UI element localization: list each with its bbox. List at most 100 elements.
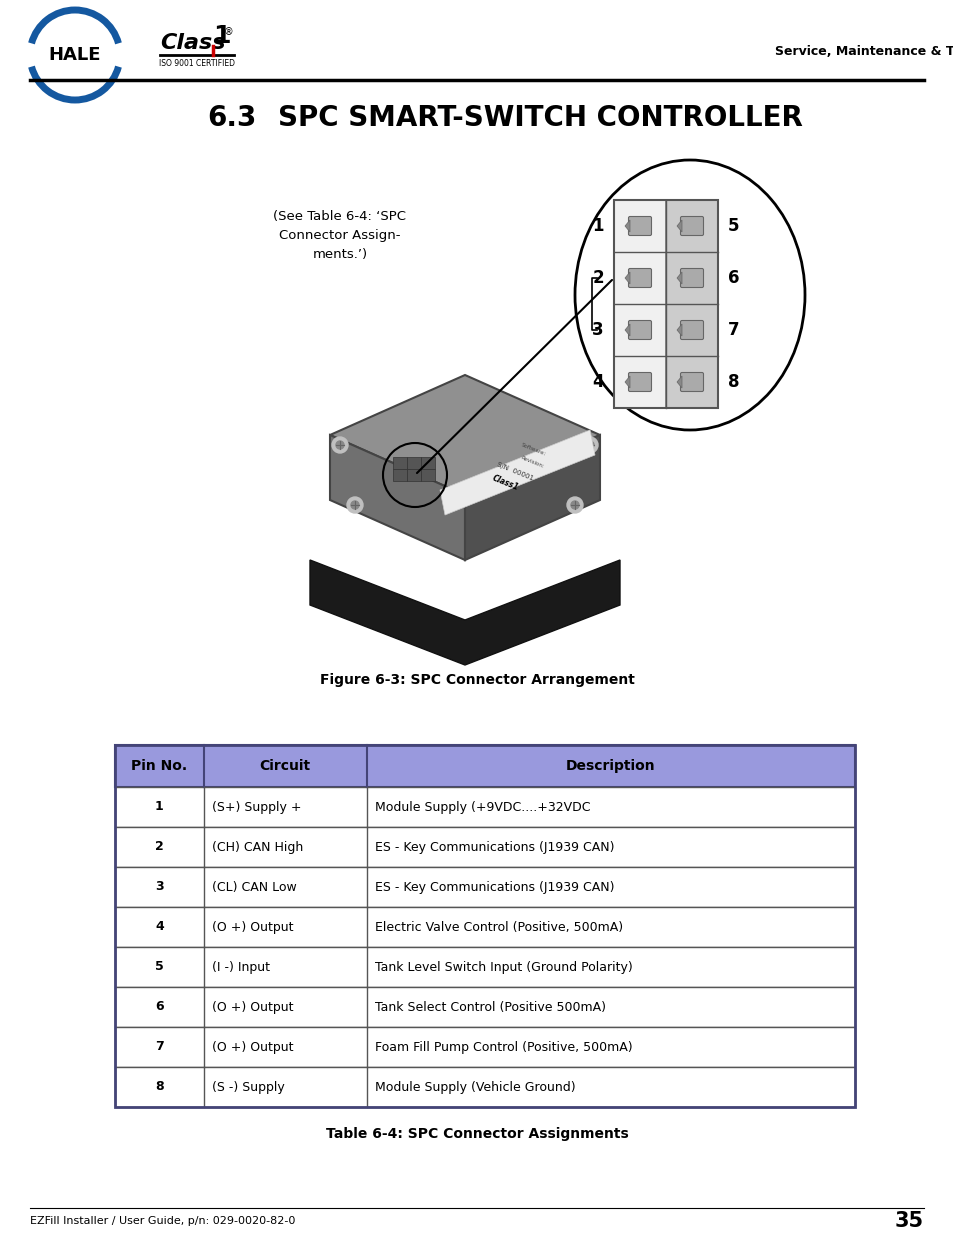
Text: 6: 6 bbox=[727, 269, 739, 287]
Bar bbox=[115, 987, 854, 1028]
Text: (S -) Supply: (S -) Supply bbox=[212, 1081, 284, 1093]
Text: (See Table 6-4: ‘SPC
Connector Assign-
ments.’): (See Table 6-4: ‘SPC Connector Assign- m… bbox=[274, 210, 406, 261]
Bar bbox=[393, 469, 407, 480]
Text: Description: Description bbox=[565, 760, 655, 773]
Text: 2: 2 bbox=[592, 269, 603, 287]
Text: Foam Fill Pump Control (Positive, 500mA): Foam Fill Pump Control (Positive, 500mA) bbox=[375, 1041, 632, 1053]
Circle shape bbox=[332, 437, 348, 453]
Bar bbox=[420, 469, 435, 480]
Text: ISO 9001 CERTIFIED: ISO 9001 CERTIFIED bbox=[159, 58, 234, 68]
Text: 6.3: 6.3 bbox=[207, 104, 256, 132]
Text: 3: 3 bbox=[592, 321, 603, 338]
Text: Software:: Software: bbox=[519, 443, 546, 457]
Text: 7: 7 bbox=[727, 321, 739, 338]
Text: 7: 7 bbox=[154, 1041, 164, 1053]
Text: 3: 3 bbox=[155, 881, 164, 893]
Circle shape bbox=[581, 437, 598, 453]
Text: 8: 8 bbox=[727, 373, 739, 391]
Text: Service, Maintenance & Troubleshooting  ☐: Service, Maintenance & Troubleshooting ☐ bbox=[774, 46, 953, 58]
Polygon shape bbox=[330, 435, 464, 559]
FancyBboxPatch shape bbox=[628, 268, 651, 288]
Text: Circuit: Circuit bbox=[259, 760, 311, 773]
Text: 1: 1 bbox=[154, 800, 164, 814]
Polygon shape bbox=[624, 272, 629, 284]
Circle shape bbox=[351, 501, 358, 509]
Bar bbox=[614, 200, 718, 408]
Text: S/N  00001: S/N 00001 bbox=[496, 462, 534, 482]
Text: SPC SMART-SWITCH CONTROLLER: SPC SMART-SWITCH CONTROLLER bbox=[277, 104, 802, 132]
Text: (S+) Supply +: (S+) Supply + bbox=[212, 800, 301, 814]
FancyBboxPatch shape bbox=[679, 373, 702, 391]
FancyBboxPatch shape bbox=[628, 321, 651, 340]
FancyBboxPatch shape bbox=[679, 321, 702, 340]
Bar bbox=[115, 745, 854, 787]
Polygon shape bbox=[677, 375, 681, 388]
Text: Class: Class bbox=[160, 33, 225, 53]
Polygon shape bbox=[439, 430, 595, 515]
Bar bbox=[115, 867, 854, 906]
Text: 4: 4 bbox=[154, 920, 164, 934]
Bar bbox=[115, 745, 854, 1107]
Bar bbox=[407, 457, 420, 469]
Polygon shape bbox=[624, 375, 629, 388]
Text: EZFill Installer / User Guide, p/n: 029-0020-82-0: EZFill Installer / User Guide, p/n: 029-… bbox=[30, 1216, 295, 1226]
Polygon shape bbox=[677, 272, 681, 284]
Text: (O +) Output: (O +) Output bbox=[212, 1041, 293, 1053]
Text: (O +) Output: (O +) Output bbox=[212, 920, 293, 934]
Text: 35: 35 bbox=[894, 1212, 923, 1231]
Polygon shape bbox=[310, 559, 619, 664]
Text: (CL) CAN Low: (CL) CAN Low bbox=[212, 881, 296, 893]
Text: ES - Key Communications (J1939 CAN): ES - Key Communications (J1939 CAN) bbox=[375, 841, 614, 853]
Text: (CH) CAN High: (CH) CAN High bbox=[212, 841, 303, 853]
Text: 2: 2 bbox=[154, 841, 164, 853]
Text: Tank Level Switch Input (Ground Polarity): Tank Level Switch Input (Ground Polarity… bbox=[375, 961, 632, 973]
Bar bbox=[665, 200, 718, 408]
Text: 1: 1 bbox=[592, 217, 603, 235]
Text: Tank Select Control (Positive 500mA): Tank Select Control (Positive 500mA) bbox=[375, 1000, 605, 1014]
Text: 1: 1 bbox=[213, 23, 231, 48]
Text: HALE: HALE bbox=[49, 46, 101, 64]
Circle shape bbox=[571, 501, 578, 509]
Circle shape bbox=[566, 496, 582, 513]
Text: Table 6-4: SPC Connector Assignments: Table 6-4: SPC Connector Assignments bbox=[325, 1128, 628, 1141]
Text: 4: 4 bbox=[592, 373, 603, 391]
Text: Revision:: Revision: bbox=[519, 454, 544, 469]
Bar bbox=[393, 457, 407, 469]
Bar bbox=[614, 200, 665, 408]
Text: 5: 5 bbox=[727, 217, 739, 235]
Circle shape bbox=[347, 496, 363, 513]
Polygon shape bbox=[677, 324, 681, 336]
Polygon shape bbox=[464, 435, 599, 559]
Bar bbox=[115, 1028, 854, 1067]
Text: Module Supply (Vehicle Ground): Module Supply (Vehicle Ground) bbox=[375, 1081, 575, 1093]
Text: Module Supply (+9VDC....+32VDC: Module Supply (+9VDC....+32VDC bbox=[375, 800, 590, 814]
Text: Figure 6-3: SPC Connector Arrangement: Figure 6-3: SPC Connector Arrangement bbox=[319, 673, 634, 687]
Bar bbox=[115, 827, 854, 867]
Bar bbox=[115, 906, 854, 947]
Text: (O +) Output: (O +) Output bbox=[212, 1000, 293, 1014]
Bar bbox=[420, 457, 435, 469]
Text: Electric Valve Control (Positive, 500mA): Electric Valve Control (Positive, 500mA) bbox=[375, 920, 622, 934]
Text: 5: 5 bbox=[154, 961, 164, 973]
Text: ®: ® bbox=[224, 27, 233, 37]
Polygon shape bbox=[330, 375, 599, 495]
FancyBboxPatch shape bbox=[628, 373, 651, 391]
Circle shape bbox=[585, 441, 594, 450]
Text: (I -) Input: (I -) Input bbox=[212, 961, 270, 973]
Ellipse shape bbox=[575, 161, 804, 430]
Polygon shape bbox=[624, 324, 629, 336]
FancyBboxPatch shape bbox=[679, 216, 702, 236]
Bar bbox=[407, 469, 420, 480]
Text: Pin No.: Pin No. bbox=[132, 760, 188, 773]
Bar bbox=[115, 947, 854, 987]
FancyBboxPatch shape bbox=[679, 268, 702, 288]
Text: 8: 8 bbox=[155, 1081, 164, 1093]
Text: 6: 6 bbox=[155, 1000, 164, 1014]
Bar bbox=[115, 1067, 854, 1107]
Text: ES - Key Communications (J1939 CAN): ES - Key Communications (J1939 CAN) bbox=[375, 881, 614, 893]
FancyBboxPatch shape bbox=[628, 216, 651, 236]
Polygon shape bbox=[624, 220, 629, 232]
Bar bbox=[115, 787, 854, 827]
Circle shape bbox=[30, 11, 119, 99]
Text: Class1: Class1 bbox=[490, 474, 519, 493]
